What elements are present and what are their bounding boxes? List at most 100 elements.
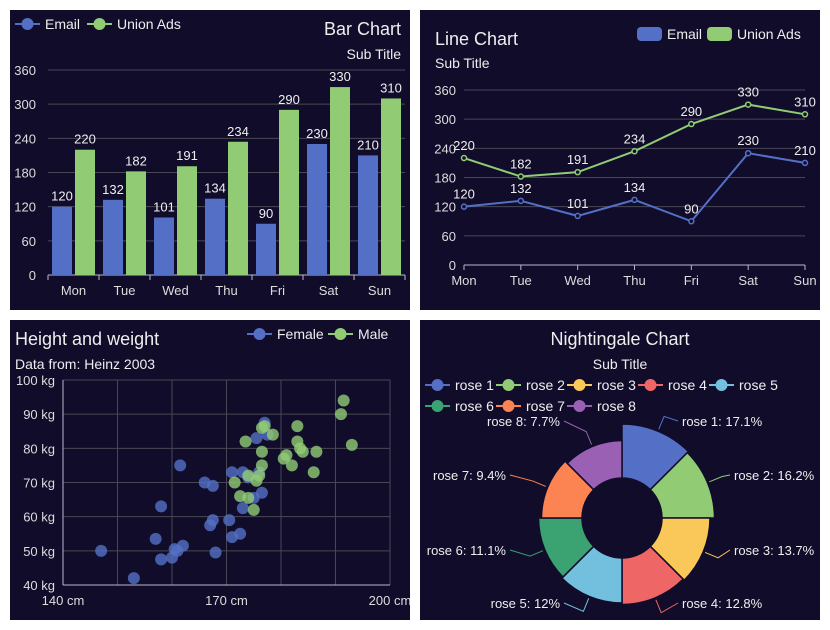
- data-point: [228, 476, 241, 489]
- bar: [126, 171, 146, 275]
- legend-rose-3-marker: [573, 379, 586, 391]
- y-tick-label: 240: [14, 131, 36, 146]
- slice-label: rose 1: 17.1%: [682, 414, 763, 429]
- data-label: 310: [794, 94, 816, 109]
- data-point: [291, 420, 304, 433]
- data-label: 220: [74, 132, 96, 147]
- data-point: [517, 197, 525, 205]
- data-point: [258, 420, 271, 433]
- data-label: 330: [737, 85, 759, 100]
- nightingale-chart: Nightingale Chart Sub Title rose 1 rose 2 ro…: [425, 329, 815, 614]
- data-label: 330: [329, 69, 351, 84]
- rose-slice: [560, 545, 623, 604]
- nightingale-chart-panel: Nightingale Chart Sub Title rose 1 rose 2 ro…: [420, 320, 820, 620]
- slice-label: rose 3: 13.7%: [734, 543, 815, 558]
- legend-email-marker: [21, 18, 34, 30]
- data-point: [345, 438, 358, 451]
- data-label: 134: [624, 180, 646, 195]
- data-point: [631, 148, 638, 155]
- y-tick-label: 240: [434, 141, 456, 156]
- rose-slice: [537, 517, 595, 579]
- data-label: 182: [510, 157, 532, 172]
- data-label: 230: [306, 126, 328, 141]
- y-tick-label: 80 kg: [23, 441, 55, 456]
- slice-label: rose 8: 7.7%: [487, 414, 560, 429]
- data-point: [247, 503, 260, 516]
- x-tick-label: Sun: [368, 283, 391, 298]
- y-tick-label: 360: [14, 63, 36, 78]
- bar: [381, 98, 401, 275]
- data-point: [255, 486, 268, 499]
- data-label: 234: [624, 131, 646, 146]
- y-tick-label: 300: [434, 112, 456, 127]
- rose-slice: [540, 460, 595, 519]
- label-line: [509, 549, 544, 557]
- bar: [358, 155, 378, 275]
- data-label: 234: [227, 124, 249, 139]
- data-label: 90: [684, 201, 698, 216]
- data-label: 132: [510, 181, 532, 196]
- data-point: [801, 111, 809, 118]
- y-tick-label: 60 kg: [23, 510, 55, 525]
- bar: [177, 166, 197, 275]
- x-tick-label: Tue: [510, 273, 532, 288]
- bar: [228, 141, 248, 275]
- bar-chart-panel: 0 60 120 180 240 300 360 Mon 120 220 Tue 132 182 Wed 1…: [10, 10, 410, 310]
- rose-slice: [649, 517, 711, 582]
- bar: [330, 87, 350, 275]
- y-tick-label: 60: [22, 234, 36, 249]
- data-label: 290: [680, 104, 702, 119]
- x-tick-label: Sun: [793, 273, 816, 288]
- scatter-chart: 40 kg 50 kg 60 kg 70 kg 80 kg 90 kg 100 kg 140 …: [15, 326, 410, 608]
- data-point: [225, 466, 238, 479]
- label-line: [563, 420, 593, 445]
- legend-union-ads-label: Union Ads: [737, 26, 801, 42]
- data-point: [460, 203, 468, 210]
- legend-rose-6-marker: [431, 400, 444, 412]
- legend-rose-7-marker: [502, 400, 515, 412]
- legend-rose-6-label: rose 6: [455, 398, 494, 414]
- data-point: [517, 173, 525, 180]
- x-tick-label: Wed: [564, 273, 591, 288]
- data-label: 220: [453, 138, 475, 153]
- label-line: [563, 598, 590, 612]
- y-tick-label: 90 kg: [23, 407, 55, 422]
- label-line: [709, 474, 731, 483]
- y-tick-label: 180: [434, 171, 456, 186]
- x-tick-label: Thu: [215, 283, 237, 298]
- legend-rose-2-marker: [502, 379, 515, 391]
- legend-rose-2-label: rose 2: [526, 377, 565, 393]
- legend-union-ads-label: Union Ads: [117, 16, 181, 32]
- data-point: [149, 532, 162, 545]
- rose-slice: [621, 423, 690, 491]
- data-point: [337, 394, 350, 407]
- y-tick-label: 300: [14, 97, 36, 112]
- data-point: [253, 469, 266, 482]
- x-tick-label: Sat: [319, 283, 339, 298]
- data-label: 182: [125, 153, 147, 168]
- legend-rose-5-marker: [715, 379, 728, 391]
- legend-email-marker: [637, 27, 662, 41]
- rose-slice: [566, 439, 623, 491]
- y-tick-label: 70 kg: [23, 476, 55, 491]
- y-tick-label: 100 kg: [16, 373, 55, 388]
- data-point: [688, 218, 695, 225]
- legend-rose-4-marker: [644, 379, 657, 391]
- data-point: [255, 459, 268, 472]
- legend-rose-8-label: rose 8: [597, 398, 636, 414]
- y-tick-label: 40 kg: [23, 578, 55, 593]
- data-point: [801, 159, 809, 167]
- data-point: [310, 445, 323, 458]
- y-tick-label: 180: [14, 166, 36, 181]
- label-line: [658, 415, 679, 430]
- legend-email-label: Email: [45, 16, 80, 32]
- legend-union-ads-marker: [93, 18, 106, 30]
- chart-subtitle: Data from: Heinz 2003: [15, 356, 155, 372]
- slice-label: rose 5: 12%: [491, 596, 561, 611]
- scatter-chart-panel: 40 kg 50 kg 60 kg 70 kg 80 kg 90 kg 100 kg 140 …: [10, 320, 410, 620]
- data-label: 134: [204, 181, 226, 196]
- chart-title: Bar Chart: [324, 19, 401, 39]
- data-point: [574, 168, 581, 176]
- x-tick-label: Tue: [114, 283, 136, 298]
